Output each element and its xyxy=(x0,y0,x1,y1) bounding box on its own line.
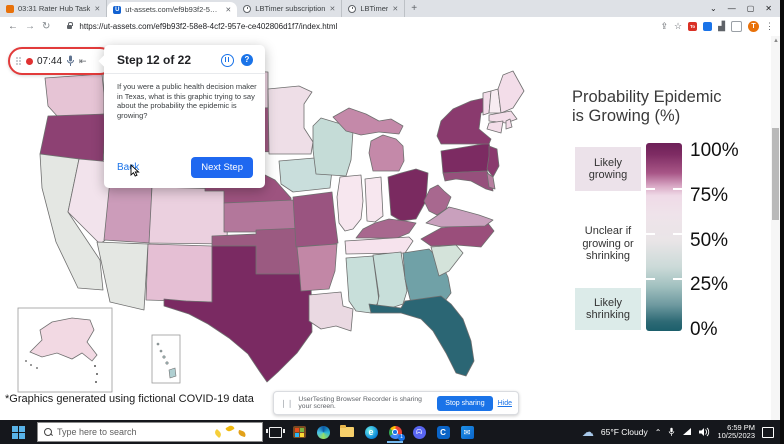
legend-label-likely-shrinking: Likely shrinking xyxy=(575,288,641,330)
legend-label-unclear: Unclear if growing or shrinking xyxy=(582,225,634,263)
screen-edge xyxy=(780,0,784,444)
legend-tick: 25% xyxy=(690,274,729,295)
legend-tick: 75% xyxy=(690,185,729,206)
recorder-widget[interactable]: 07:44 ⇤ xyxy=(8,47,114,75)
minimize-button[interactable]: — xyxy=(727,4,736,13)
new-tab-button[interactable]: + xyxy=(411,3,418,14)
weather-text[interactable]: 65°F Cloudy xyxy=(600,427,648,437)
extensions-puzzle-icon[interactable]: ▟ xyxy=(718,21,725,31)
maximize-button[interactable]: ▢ xyxy=(746,4,755,13)
collapse-icon[interactable]: ⇤ xyxy=(79,55,87,66)
clock[interactable]: 6:59 PM 10/25/2023 xyxy=(717,422,755,440)
us-choropleth-map xyxy=(17,69,525,393)
tab-ut-assets[interactable]: U ut-assets.com/ef9b93f2-58e8-4... ✕ xyxy=(107,2,238,17)
tab-strip: 03:31 Rater Hub Task ✕ U ut-assets.com/e… xyxy=(0,0,780,17)
legend-tick: 100% xyxy=(690,140,739,161)
dialog-body-text: If you were a public health decision mak… xyxy=(117,82,257,120)
leaf-decoration-icon xyxy=(237,429,247,438)
mouse-cursor xyxy=(130,164,140,177)
legend-label-likely-growing: Likely growing xyxy=(575,147,641,191)
tab-raterhub[interactable]: 03:31 Rater Hub Task ✕ xyxy=(0,0,108,17)
browser-toolbar: ← → ↻ https://ut-assets.com/ef9b93f2-58e… xyxy=(0,17,780,37)
back-link[interactable]: Back xyxy=(117,162,140,173)
network-icon[interactable] xyxy=(682,427,692,437)
leaf-decoration-icon xyxy=(213,428,223,439)
rater-hub-icon xyxy=(6,4,14,13)
tab-close-icon[interactable]: ✕ xyxy=(329,5,336,13)
back-icon[interactable]: ← xyxy=(8,21,18,32)
padlock-icon xyxy=(67,21,73,29)
tab-title: LBTimer subscription xyxy=(255,4,326,13)
chevron-up-icon[interactable]: ⌃ xyxy=(654,427,662,437)
recording-dot-icon xyxy=(26,57,33,65)
tab-close-icon[interactable]: ✕ xyxy=(392,5,399,13)
leaf-decoration-icon xyxy=(225,424,235,433)
next-step-button[interactable]: Next Step xyxy=(191,157,253,178)
recording-timer: 07:44 xyxy=(37,55,63,67)
bookmark-star-icon[interactable]: ☆ xyxy=(674,21,683,31)
tab-title: LBTimer xyxy=(360,4,389,13)
extension-to-icon[interactable]: To xyxy=(688,22,698,31)
discord-icon[interactable]: ᗣ xyxy=(409,421,429,443)
scrollbar-track[interactable]: ▲ xyxy=(771,36,780,420)
sharing-text: UserTesting Browser Recorder is sharing … xyxy=(298,396,422,410)
edge-icon[interactable]: e xyxy=(361,421,381,443)
search-placeholder: Type here to search xyxy=(57,427,137,437)
url-bar[interactable]: https://ut-assets.com/ef9b93f2-58e8-4cf2… xyxy=(79,22,338,31)
dialog-title: Step 12 of 22 xyxy=(117,53,192,67)
usertesting-shield-icon: U xyxy=(113,5,122,14)
edge-beta-icon[interactable] xyxy=(313,421,333,443)
store-icon[interactable] xyxy=(289,421,309,443)
scroll-up-icon[interactable]: ▲ xyxy=(773,38,779,44)
footnote: *Graphics generated using fictional COVI… xyxy=(5,393,254,405)
windows-taskbar: Type here to search e 1 ᗣ C ✉ ☁ 65°F Clo… xyxy=(0,420,784,444)
menu-kebab-icon[interactable]: ⋮ xyxy=(765,21,774,31)
speaker-icon[interactable] xyxy=(699,427,710,437)
legend-tick: 50% xyxy=(690,230,729,251)
tab-lbtimer-subscription[interactable]: LBTimer subscription ✕ xyxy=(237,0,343,17)
tab-title: ut-assets.com/ef9b93f2-58e8-4... xyxy=(125,5,221,14)
search-icon xyxy=(44,428,52,436)
file-explorer-icon[interactable] xyxy=(337,421,357,443)
scrollbar-thumb[interactable] xyxy=(772,128,779,220)
sidepanel-icon[interactable] xyxy=(731,21,742,32)
cloud-icon: ☁ xyxy=(581,425,594,439)
drag-handle-icon[interactable] xyxy=(16,56,22,66)
tab-close-icon[interactable]: ✕ xyxy=(225,6,232,14)
c-app-icon[interactable]: C xyxy=(433,421,453,443)
microphone-tray-icon[interactable] xyxy=(668,427,675,437)
search-input[interactable]: Type here to search xyxy=(37,422,263,442)
help-icon[interactable]: ? xyxy=(241,54,253,66)
share-icon[interactable]: ⇪ xyxy=(660,21,668,31)
pause-icon[interactable] xyxy=(221,53,234,67)
tab-lbtimer[interactable]: LBTimer ✕ xyxy=(342,0,406,17)
legend-gradient-bar xyxy=(646,143,682,331)
sharing-bar: ❘❘ UserTesting Browser Recorder is shari… xyxy=(273,391,519,415)
microphone-icon[interactable] xyxy=(66,55,75,67)
legend-tick: 0% xyxy=(690,319,718,340)
forward-icon[interactable]: → xyxy=(25,21,35,32)
mail-icon[interactable]: ✉ xyxy=(457,421,477,443)
windows-logo[interactable] xyxy=(12,425,25,439)
legend-title: Probability Epidemic is Growing (%) xyxy=(572,88,722,125)
tab-close-icon[interactable]: ✕ xyxy=(94,5,101,13)
window-close-button[interactable]: ✕ xyxy=(765,4,772,13)
clock-icon xyxy=(243,4,252,13)
tab-search-chevron-icon[interactable]: ⌄ xyxy=(710,4,717,13)
profile-avatar[interactable]: T xyxy=(748,21,759,32)
grip-icon[interactable]: ❘❘ xyxy=(280,398,294,408)
chrome-icon[interactable]: 1 xyxy=(385,421,405,443)
clock-icon xyxy=(348,4,357,13)
extension-blue-icon[interactable] xyxy=(703,22,713,31)
tab-title: 03:31 Rater Hub Task xyxy=(18,4,91,13)
page-content: *Graphics generated using fictional COVI… xyxy=(0,36,780,420)
step-dialog: Step 12 of 22 ? If you were a public hea… xyxy=(104,45,265,188)
reload-icon[interactable]: ↻ xyxy=(42,21,51,32)
stop-sharing-button[interactable]: Stop sharing xyxy=(437,395,493,411)
task-view-button[interactable] xyxy=(265,421,285,443)
action-center-icon[interactable] xyxy=(762,426,774,438)
hide-link[interactable]: Hide xyxy=(497,399,512,407)
